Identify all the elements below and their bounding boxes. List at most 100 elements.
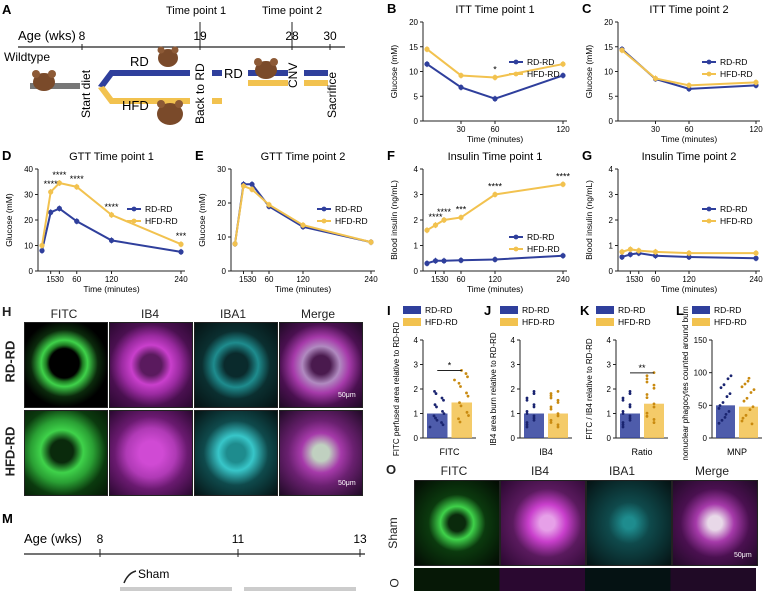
image-hfd-fitc <box>24 410 108 496</box>
data-point <box>458 72 464 79</box>
x-tick-label: 240 <box>749 275 763 284</box>
bar <box>620 413 640 438</box>
panel-letter: E <box>195 148 204 163</box>
scatter-dot <box>726 377 730 381</box>
data-point <box>619 254 625 260</box>
data-point <box>652 253 659 259</box>
scatter-dot <box>525 421 529 424</box>
x-tick-label: 120 <box>105 275 119 284</box>
scatter-dot <box>435 418 439 422</box>
scatter-dot <box>748 408 752 412</box>
data-point <box>48 189 54 195</box>
significance-marker: *** <box>456 204 467 214</box>
scatter-dot <box>745 396 749 400</box>
scatter-dot <box>549 396 553 400</box>
image-hfd-iba1 <box>194 410 278 496</box>
chart-title: ITT Time point 1 <box>455 4 534 16</box>
x-tick-label: 120 <box>556 125 570 134</box>
legend-label: RD-RD <box>720 204 747 214</box>
y-axis-label: Glucose (mM) <box>389 45 399 99</box>
chart-title: GTT Time point 2 <box>261 151 346 163</box>
scatter-dot <box>433 403 437 407</box>
legend-marker <box>321 218 327 224</box>
y-tick-label: 10 <box>409 68 418 77</box>
y-tick-label: 1 <box>414 410 419 419</box>
bar <box>524 413 544 438</box>
y-axis-label: IB4 area burn relative to RD-RD <box>489 332 498 446</box>
scatter-dot <box>628 403 632 407</box>
data-point <box>432 222 439 228</box>
scatter-dot <box>525 425 529 429</box>
scatter-dot <box>621 398 625 402</box>
data-point <box>266 202 272 208</box>
o-column-fitc: FITC <box>440 464 468 478</box>
x-axis-label: IB4 <box>539 447 553 457</box>
legend-swatch <box>596 318 614 326</box>
data-point <box>39 248 45 254</box>
legend-marker <box>513 71 519 77</box>
chart-title: Insulin Time point 1 <box>448 151 543 163</box>
scatter-dot <box>740 385 744 389</box>
panel-letter: J <box>484 303 491 318</box>
legend-swatch <box>500 318 518 326</box>
panel-g-insulin-tp2-chart: G Insulin Time point 2 0 1 2 3 4 15 30 60 120 240 Ti… <box>582 148 763 294</box>
y-tick-label: 2 <box>414 216 419 225</box>
y-tick-label: 0 <box>29 267 34 276</box>
panel-letter-h: H <box>2 304 12 319</box>
y-tick-label: 4 <box>607 336 612 345</box>
chart-title: GTT Time point 1 <box>69 151 154 163</box>
significance-marker: ** <box>638 363 646 373</box>
significance-marker: **** <box>437 207 452 217</box>
tick-8: 8 <box>79 29 86 43</box>
scatter-dot <box>728 392 732 396</box>
scatter-dot <box>441 409 444 413</box>
o-image-merge <box>672 480 758 566</box>
image-rd-ib4 <box>109 322 193 408</box>
y-tick-label: 5 <box>609 92 614 101</box>
scatter-dot <box>628 414 632 418</box>
scatter-dot <box>459 385 462 388</box>
legend-label: RD-RD <box>618 305 645 315</box>
panel-k-ratio-bar-chart: K 0 1 2 3 4 FITC / IB4 relative to RD-RD Ratio *… <box>580 303 668 457</box>
x-tick-label: 60 <box>491 125 500 134</box>
significance-marker: * <box>448 361 452 371</box>
panel-b-itt-tp1-chart: B ITT Time point 1 0 5 10 15 20 30 60 120 Time (mi… <box>387 1 570 144</box>
data-point <box>492 191 498 198</box>
legend-label: RD-RD <box>527 57 554 67</box>
x-tick-label: 60 <box>651 275 660 284</box>
y-tick-label: 3 <box>609 191 614 200</box>
image-rd-fitc <box>24 322 108 408</box>
bar <box>427 413 448 438</box>
data-point <box>240 183 247 189</box>
scatter-dot <box>556 389 560 393</box>
y-tick-label: 10 <box>24 242 33 251</box>
panel-letter: K <box>580 303 590 318</box>
scatter-dot <box>740 419 744 423</box>
scatter-dot <box>750 422 754 426</box>
scatter-dot <box>628 416 632 420</box>
x-tick-label: 15 <box>626 275 635 284</box>
series-line <box>426 63 564 100</box>
scatter-dot <box>652 402 656 406</box>
data-point <box>48 209 54 215</box>
sham-label: Sham <box>138 567 169 581</box>
scatter-dot <box>652 405 656 409</box>
scatter-dot <box>458 401 461 405</box>
scatter-dot <box>532 416 536 420</box>
y-tick-label: 20 <box>409 18 418 27</box>
y-tick-label: 100 <box>694 369 708 378</box>
data-point <box>492 256 498 263</box>
y-tick-label: 15 <box>604 43 613 52</box>
panel-m-timeline: M Age (wks) 8 11 13 Sham <box>2 511 367 591</box>
y-tick-label: 0 <box>414 434 419 443</box>
y-tick-label: 0 <box>609 117 614 126</box>
data-point <box>619 249 625 255</box>
y-tick-label: 20 <box>604 18 613 27</box>
data-point <box>686 250 692 256</box>
significance-marker: * <box>493 64 497 74</box>
column-ib4: IB4 <box>140 307 159 321</box>
legend-label: RD-RD <box>522 305 549 315</box>
scatter-dot <box>525 409 529 413</box>
significance-marker: **** <box>52 170 67 180</box>
y-axis-label: Glucose (mM) <box>584 45 594 99</box>
